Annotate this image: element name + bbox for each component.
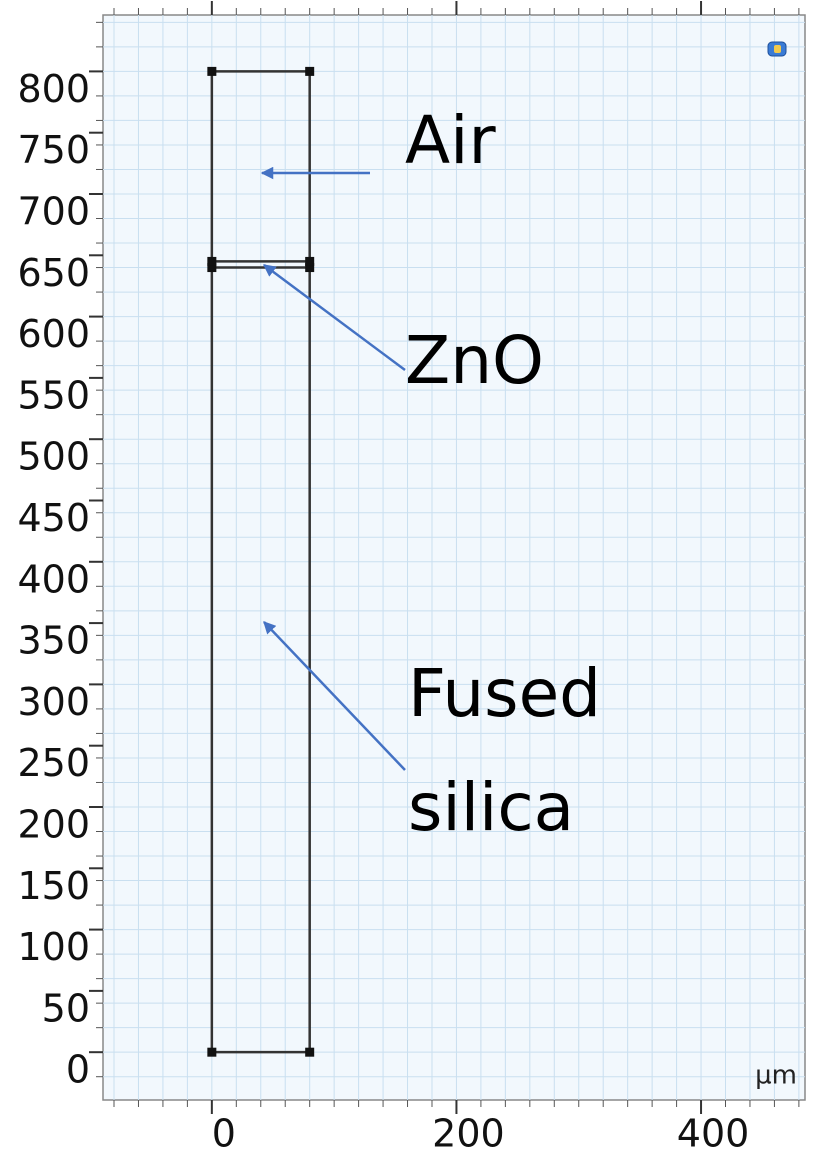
geometry [207,66,315,1057]
y-tick-label: 450 [17,496,90,540]
y-tick-label: 250 [17,741,90,785]
y-tick-label: 300 [17,680,90,724]
y-tick-label: 400 [17,557,90,601]
y-tick-label: 500 [17,435,90,479]
vertex [207,256,217,266]
y-tick-label: 350 [17,619,90,663]
y-tick-label: 600 [17,312,90,356]
y-tick-label: 150 [17,864,90,908]
view-icon-inner [774,45,781,53]
y-tick-label: 550 [17,373,90,417]
y-tick-label: 0 [66,1048,90,1092]
x-tick-label: 0 [212,1112,236,1156]
vertex [207,1047,217,1057]
label-zno: ZnO [405,322,544,399]
label-fused: Fused [408,655,601,732]
arrows [260,166,406,771]
y-tick-label: 750 [17,128,90,172]
y-tick-label: 700 [17,189,90,233]
y-tick-label: 100 [17,925,90,969]
vertex [207,66,217,76]
unit-label: µm [755,1061,797,1091]
y-tick-label: 800 [17,67,90,111]
vertex [305,1047,315,1057]
y-tick-label: 200 [17,802,90,846]
vertex [207,263,217,273]
x-tick-label: 200 [432,1112,505,1156]
axes: 0 50 100 150 200 250 300 350 400 450 500 550 600 650 7… [17,1,800,1156]
label-silica: silica [408,769,574,846]
plot-area [102,14,806,1101]
y-tick-label: 650 [17,251,90,295]
x-tick-label: 400 [677,1112,750,1156]
arrow [263,621,406,771]
arrow [262,263,406,372]
vertex [305,66,315,76]
label-air: Air [405,102,496,179]
vertex [305,263,315,273]
vertex [305,256,315,266]
y-tick-label: 50 [42,986,90,1030]
